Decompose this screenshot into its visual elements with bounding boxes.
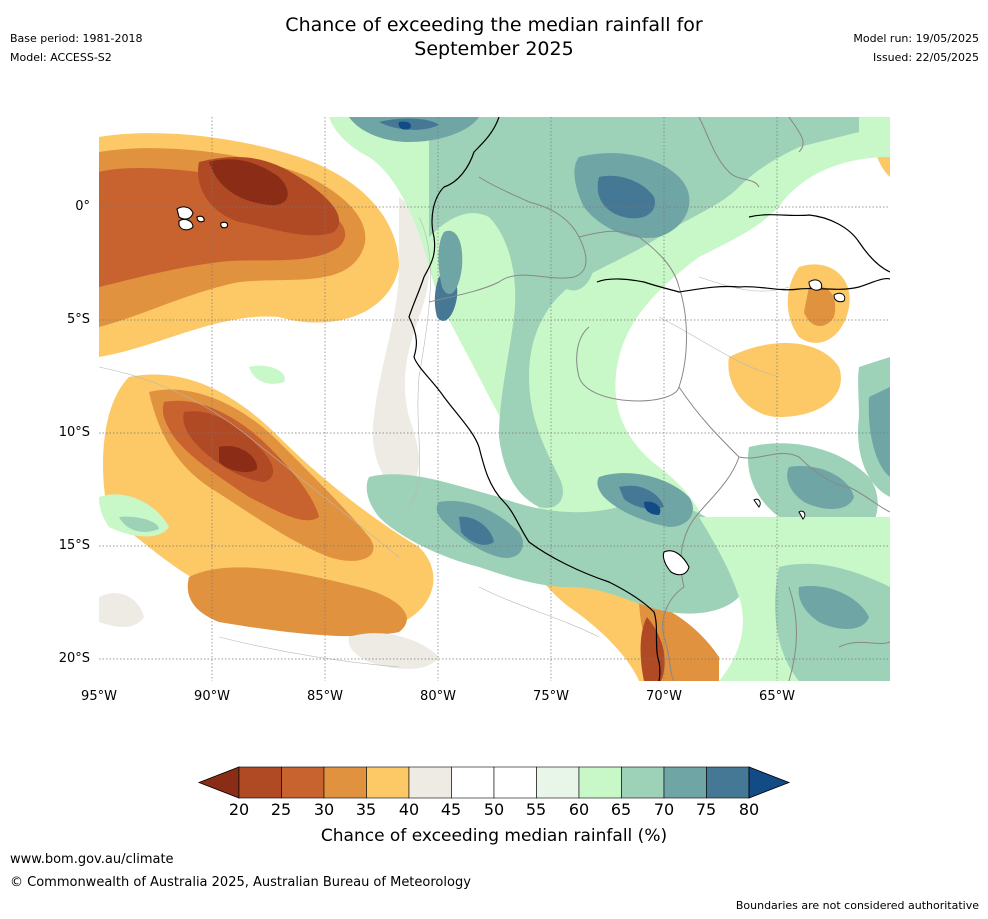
model-text: Model: ACCESS-S2	[10, 51, 112, 64]
lon-label-90w: 90°W	[194, 689, 230, 704]
country-borders	[428, 117, 890, 681]
contour-lines	[99, 216, 790, 668]
lon-label-70w: 70°W	[646, 689, 682, 704]
colorbar-tick: 80	[738, 800, 760, 819]
colorbar-segment	[706, 766, 750, 799]
footer-url: www.bom.gov.au/climate	[10, 852, 174, 867]
galapagos-islands	[176, 206, 229, 231]
colorbar-segment	[493, 766, 537, 799]
colorbar-segment	[451, 766, 495, 799]
map-title-line1: Chance of exceeding the median rainfall …	[285, 14, 703, 36]
colorbar-tick: 30	[313, 800, 335, 819]
map-title-line2: September 2025	[414, 38, 574, 60]
colorbar-tick: 60	[568, 800, 590, 819]
colorbar-tick: 50	[483, 800, 505, 819]
colorbar-segment	[238, 766, 282, 799]
lake-titicaca	[662, 550, 690, 576]
graticule	[99, 117, 890, 681]
colorbar-tick: 20	[228, 800, 250, 819]
map-title: Chance of exceeding the median rainfall …	[0, 13, 988, 61]
issued-text: Issued: 22/05/2025	[872, 51, 979, 64]
lat-label-20s: 20°S	[58, 651, 90, 666]
base-period-text: Base period: 1981-2018	[10, 32, 143, 45]
colorbar-segment	[281, 766, 325, 799]
colorbar-tick: 35	[355, 800, 377, 819]
colorbar-tick: 40	[398, 800, 420, 819]
colorbar-label: Chance of exceeding median rainfall (%)	[320, 826, 668, 846]
lon-label-75w: 75°W	[533, 689, 569, 704]
lon-label-95w: 95°W	[81, 689, 117, 704]
colorbar-segment	[578, 766, 622, 799]
footer-disclaimer: Boundaries are not considered authoritat…	[735, 899, 979, 912]
colorbar-tick: 55	[525, 800, 547, 819]
model-run-text: Model run: 19/05/2025	[853, 32, 979, 45]
colorbar-lower-triangle	[197, 766, 240, 799]
dry-region-southern	[103, 374, 434, 637]
colorbar-tick: 25	[270, 800, 292, 819]
lon-label-85w: 85°W	[307, 689, 343, 704]
colorbar-segment	[663, 766, 707, 799]
lon-label-80w: 80°W	[420, 689, 456, 704]
amazon-river-islands	[753, 279, 846, 520]
colorbar-segment	[621, 766, 665, 799]
colorbar-segment	[323, 766, 367, 799]
colorbar-tick: 75	[695, 800, 717, 819]
lat-label-15s: 15°S	[58, 538, 90, 553]
colorbar	[197, 766, 791, 799]
lon-label-65w: 65°W	[759, 689, 795, 704]
colorbar-tick: 45	[440, 800, 462, 819]
light-green-patches	[99, 365, 439, 669]
lat-label-10s: 10°S	[58, 425, 90, 440]
lat-label-0: 0°	[75, 199, 90, 214]
rainfall-map	[99, 117, 890, 681]
lat-label-5s: 5°S	[66, 312, 90, 327]
colorbar-tick: 70	[653, 800, 675, 819]
rainfall-map-svg	[99, 117, 890, 681]
colorbar-segment	[366, 766, 410, 799]
colorbar-segment	[408, 766, 452, 799]
colorbar-tick: 65	[610, 800, 632, 819]
colorbar-upper-triangle	[748, 766, 791, 799]
footer-copyright: © Commonwealth of Australia 2025, Austra…	[10, 875, 471, 890]
wet-region-peru-bolivia	[366, 357, 890, 681]
neutral-band	[372, 197, 430, 497]
colorbar-segment	[536, 766, 580, 799]
wet-region-colombia-amazon	[329, 117, 890, 562]
coastline	[408, 117, 890, 681]
